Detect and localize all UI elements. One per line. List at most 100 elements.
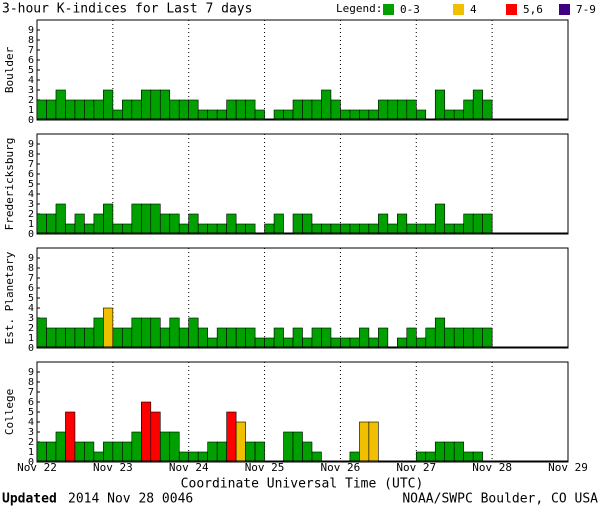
- bar: [169, 317, 180, 349]
- bar: [235, 99, 246, 121]
- bar: [378, 213, 389, 235]
- y-tick-label: 0: [28, 115, 34, 126]
- legend-label: 7-9: [576, 3, 596, 16]
- bar: [226, 327, 237, 349]
- bar: [74, 213, 85, 235]
- y-tick-label: 7: [28, 159, 34, 170]
- y-tick-label: 7: [28, 45, 34, 56]
- bar: [292, 213, 303, 235]
- bar: [46, 327, 57, 349]
- bar: [150, 411, 161, 463]
- bar: [169, 99, 180, 121]
- bar: [188, 213, 199, 235]
- legend-title: Legend:: [336, 2, 382, 15]
- bar: [311, 99, 322, 121]
- y-tick-label: 6: [28, 397, 34, 408]
- y-tick-label: 1: [28, 105, 34, 116]
- bar: [46, 441, 57, 463]
- bar: [226, 213, 237, 235]
- bar: [188, 317, 199, 349]
- y-tick-label: 0: [28, 343, 34, 354]
- bar: [273, 213, 284, 235]
- bar: [444, 441, 455, 463]
- y-tick-label: 0: [28, 457, 34, 468]
- bar: [330, 99, 341, 121]
- bar: [463, 99, 474, 121]
- bar: [103, 441, 114, 463]
- legend-label: 4: [470, 3, 477, 16]
- bar: [368, 421, 379, 463]
- bar: [444, 327, 455, 349]
- bar: [216, 441, 227, 463]
- x-tick-label: Nov 25: [245, 461, 285, 474]
- bar: [55, 89, 66, 121]
- bar: [103, 307, 114, 349]
- bar: [122, 327, 133, 349]
- bar: [131, 203, 142, 235]
- bar: [93, 99, 104, 121]
- y-tick-label: 5: [28, 293, 34, 304]
- bar: [245, 99, 256, 121]
- bar: [292, 99, 303, 121]
- legend-swatch: [383, 4, 394, 15]
- bar: [283, 431, 294, 463]
- bar: [321, 89, 332, 121]
- chart-title: 3-hour K-indices for Last 7 days: [2, 2, 252, 17]
- bar: [74, 327, 85, 349]
- bar: [245, 223, 256, 235]
- bar: [226, 99, 237, 121]
- bar: [65, 327, 76, 349]
- panel-name: Fredericksburg: [3, 138, 16, 231]
- bar: [425, 327, 436, 349]
- bar: [434, 89, 446, 121]
- bar: [65, 99, 76, 121]
- y-tick-label: 8: [28, 35, 34, 46]
- bar: [55, 327, 66, 349]
- bar: [93, 213, 104, 235]
- y-tick-label: 9: [28, 139, 34, 150]
- bar: [415, 109, 427, 121]
- bar: [84, 327, 95, 349]
- y-tick-label: 2: [28, 209, 34, 220]
- bar: [235, 327, 246, 349]
- y-tick-label: 4: [28, 189, 34, 200]
- legend-swatch: [453, 4, 464, 15]
- bar: [84, 441, 95, 463]
- bar: [55, 203, 66, 235]
- bar: [302, 99, 313, 121]
- bar: [169, 431, 180, 463]
- bar: [453, 327, 464, 349]
- y-tick-label: 5: [28, 407, 34, 418]
- bar: [112, 441, 123, 463]
- y-tick-label: 3: [28, 199, 34, 210]
- bar: [482, 213, 493, 235]
- x-tick-label: Nov 23: [93, 461, 133, 474]
- bar: [150, 89, 161, 121]
- bar: [463, 213, 474, 235]
- y-tick-label: 3: [28, 313, 34, 324]
- y-tick-label: 9: [28, 25, 34, 36]
- bar: [55, 431, 66, 463]
- y-tick-label: 9: [28, 253, 34, 264]
- bar: [482, 327, 493, 349]
- bar: [188, 99, 199, 121]
- bar: [387, 99, 398, 121]
- y-tick-label: 5: [28, 179, 34, 190]
- bar: [150, 203, 161, 235]
- bar: [434, 203, 446, 235]
- y-tick-label: 2: [28, 95, 34, 106]
- panel-name: Boulder: [3, 46, 16, 93]
- y-tick-label: 0: [28, 229, 34, 240]
- bar: [472, 89, 483, 121]
- bar: [273, 327, 284, 349]
- bar: [36, 441, 47, 463]
- bar: [311, 327, 322, 349]
- y-tick-label: 9: [28, 367, 34, 378]
- y-tick-label: 2: [28, 323, 34, 334]
- y-tick-label: 5: [28, 65, 34, 76]
- bar: [197, 327, 208, 349]
- y-tick-label: 3: [28, 85, 34, 96]
- bar: [178, 99, 190, 121]
- bar: [235, 421, 246, 463]
- bar: [302, 213, 313, 235]
